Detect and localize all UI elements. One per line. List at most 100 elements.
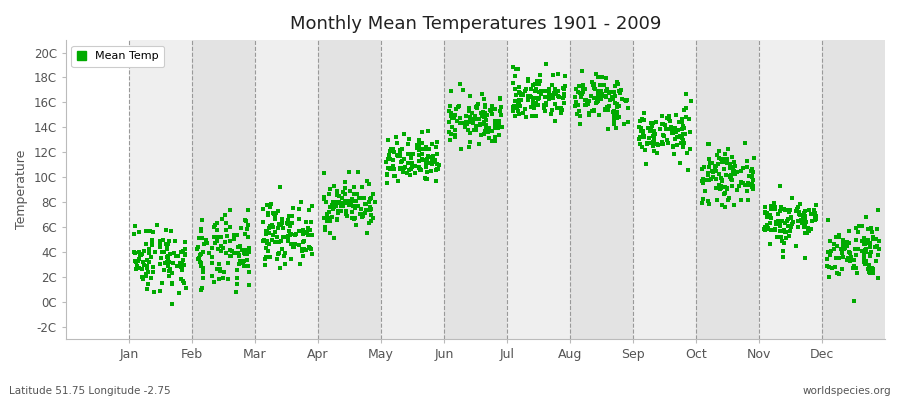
Point: [192, 255, 206, 261]
Point: [644, 122, 659, 129]
Point: [231, 261, 246, 268]
Point: [295, 248, 310, 254]
Point: [645, 143, 660, 149]
Point: [238, 231, 252, 238]
Point: [363, 207, 377, 213]
Point: [647, 128, 662, 134]
Point: [380, 172, 394, 178]
Point: [304, 219, 319, 226]
Point: [139, 273, 153, 280]
Point: [661, 139, 675, 146]
Point: [337, 199, 351, 206]
Point: [647, 129, 662, 136]
Point: [662, 116, 676, 122]
Point: [781, 233, 796, 239]
Point: [212, 276, 227, 282]
Point: [508, 112, 523, 119]
Point: [821, 249, 835, 255]
Point: [847, 262, 861, 269]
Point: [702, 177, 716, 183]
Point: [591, 87, 606, 94]
Point: [791, 203, 806, 210]
Point: [679, 105, 693, 111]
Point: [404, 166, 419, 172]
Point: [418, 146, 433, 152]
Point: [808, 217, 823, 223]
Point: [723, 164, 737, 171]
Point: [665, 130, 680, 136]
Point: [482, 125, 497, 131]
Point: [538, 108, 553, 114]
Point: [233, 243, 248, 249]
Point: [482, 135, 497, 142]
Point: [595, 90, 609, 97]
Point: [368, 199, 382, 205]
Point: [823, 237, 837, 244]
Point: [794, 216, 808, 223]
Point: [793, 212, 807, 218]
Point: [677, 107, 691, 113]
Point: [274, 238, 288, 244]
Point: [424, 168, 438, 174]
Point: [768, 227, 782, 233]
Point: [821, 216, 835, 223]
Point: [458, 121, 473, 128]
Point: [327, 234, 341, 241]
Point: [719, 156, 733, 162]
Point: [141, 250, 156, 256]
Point: [128, 222, 142, 229]
Point: [788, 242, 803, 249]
Point: [677, 140, 691, 147]
Point: [283, 212, 297, 219]
Point: [580, 100, 595, 107]
Point: [829, 254, 843, 261]
Point: [241, 262, 256, 269]
Point: [664, 127, 679, 133]
Point: [512, 90, 526, 96]
Point: [591, 112, 606, 118]
Point: [195, 265, 210, 271]
Point: [323, 218, 338, 224]
Point: [606, 96, 620, 102]
Point: [140, 269, 155, 275]
Point: [572, 90, 587, 96]
Point: [491, 132, 506, 138]
Point: [872, 246, 886, 252]
Point: [726, 159, 741, 165]
Point: [413, 167, 428, 173]
Point: [791, 218, 806, 224]
Point: [510, 66, 525, 72]
Point: [270, 234, 284, 240]
Point: [463, 130, 477, 136]
Point: [826, 241, 841, 248]
Point: [773, 234, 788, 240]
Point: [279, 234, 293, 240]
Point: [225, 248, 239, 254]
Point: [835, 250, 850, 256]
Point: [783, 215, 797, 222]
Point: [527, 94, 542, 101]
Point: [131, 249, 146, 256]
Point: [393, 153, 408, 160]
Point: [614, 86, 628, 93]
Point: [144, 275, 158, 281]
Point: [148, 249, 162, 256]
Point: [140, 281, 155, 287]
Point: [704, 176, 718, 182]
Point: [470, 102, 484, 109]
Point: [796, 213, 810, 220]
Point: [662, 126, 677, 132]
Point: [471, 101, 485, 107]
Point: [532, 89, 546, 95]
Point: [264, 200, 278, 207]
Point: [807, 210, 822, 217]
Point: [207, 279, 221, 286]
Point: [772, 183, 787, 190]
Point: [275, 216, 290, 222]
Point: [769, 226, 783, 232]
Point: [736, 165, 751, 171]
Point: [594, 96, 608, 102]
Point: [227, 236, 241, 242]
Point: [582, 110, 597, 116]
Point: [611, 103, 625, 109]
